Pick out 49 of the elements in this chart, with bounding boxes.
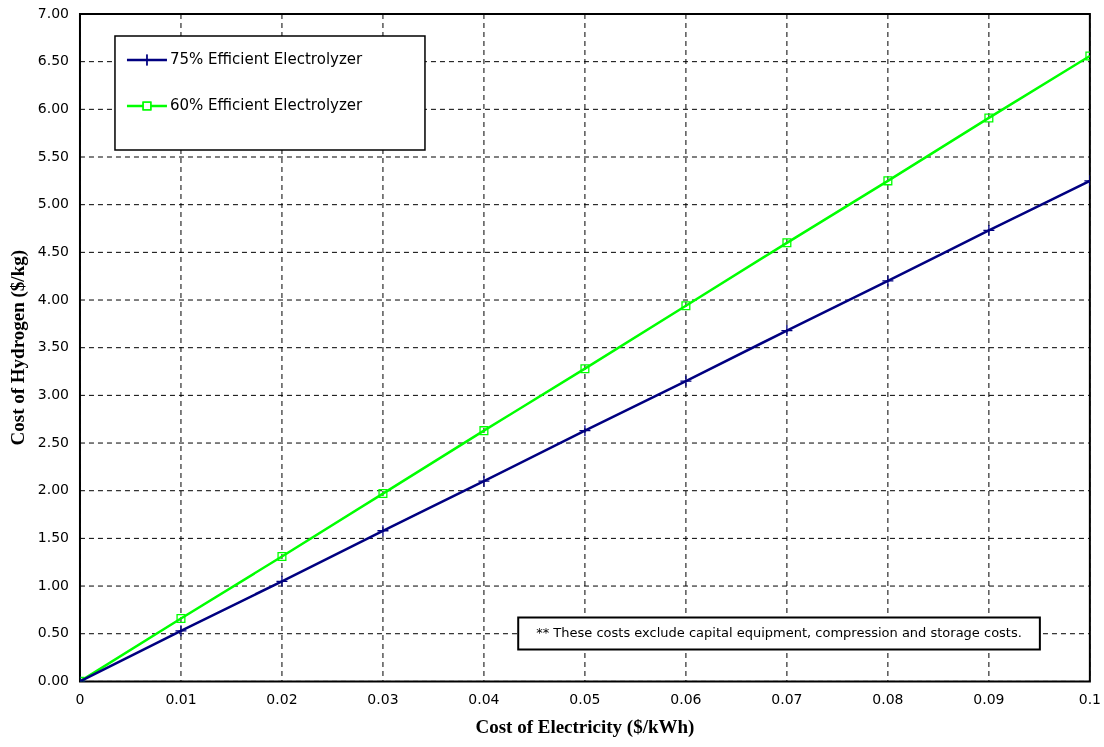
- point: [881, 274, 895, 288]
- y-tick-label: 1.00: [37, 576, 69, 593]
- x-tick-label: 0.06: [670, 691, 702, 708]
- y-tick-label: 4.00: [37, 290, 69, 307]
- point: [174, 624, 188, 638]
- y-tick-label: 6.50: [37, 52, 69, 69]
- y-tick-label: 5.00: [37, 195, 69, 212]
- point: [376, 524, 390, 537]
- point: [782, 238, 792, 248]
- x-tick-label: 0.05: [569, 691, 601, 708]
- x-axis-title: Cost of Electricity ($/kWh): [475, 715, 695, 738]
- x-tick-label: 0.03: [367, 691, 399, 708]
- y-tick-label: 2.50: [37, 433, 69, 450]
- point: [275, 575, 289, 588]
- y-tick-label: 0.50: [37, 624, 69, 641]
- x-tick-label: 0.01: [165, 691, 197, 708]
- y-tick-label: 0.00: [37, 672, 69, 689]
- x-tick-label: 0.08: [872, 691, 904, 708]
- point: [984, 113, 994, 123]
- y-tick-label: 3.00: [37, 386, 69, 403]
- point: [679, 374, 693, 388]
- point: [681, 301, 691, 311]
- point: [982, 224, 996, 237]
- point: [578, 424, 592, 437]
- legend-label: 60% Efficient Electrolyzer: [169, 95, 364, 114]
- x-tick-label: 0.04: [468, 691, 500, 708]
- point: [479, 426, 489, 436]
- point: [378, 489, 388, 499]
- y-tick-label: 4.50: [37, 243, 69, 259]
- y-tick-label: 7.00: [37, 4, 69, 21]
- x-tick-label: 0.09: [973, 691, 1005, 708]
- x-tick-label: 0.1: [1078, 691, 1101, 708]
- x-tick-label: 0.07: [771, 691, 803, 708]
- y-tick-label: 6.00: [37, 99, 69, 116]
- point: [580, 364, 590, 374]
- y-tick-label: 5.50: [37, 147, 69, 164]
- point: [780, 324, 794, 337]
- legend-label: 75% Efficient Electrolyzer: [169, 49, 364, 68]
- point: [477, 475, 491, 488]
- x-tick-label: 0.02: [266, 691, 298, 708]
- y-tick-label: 3.50: [37, 338, 69, 355]
- x-tick-label: 0: [75, 691, 85, 708]
- annotation: ** These costs exclude capital equipment, compression and storage costs.: [536, 624, 1022, 640]
- y-axis-title: Cost of Hydrogen ($/kg): [7, 249, 30, 446]
- point: [176, 613, 186, 624]
- y-tick-label: 2.00: [37, 481, 69, 498]
- point: [883, 176, 893, 186]
- point: [277, 551, 287, 562]
- y-tick-label: 1.50: [37, 529, 69, 546]
